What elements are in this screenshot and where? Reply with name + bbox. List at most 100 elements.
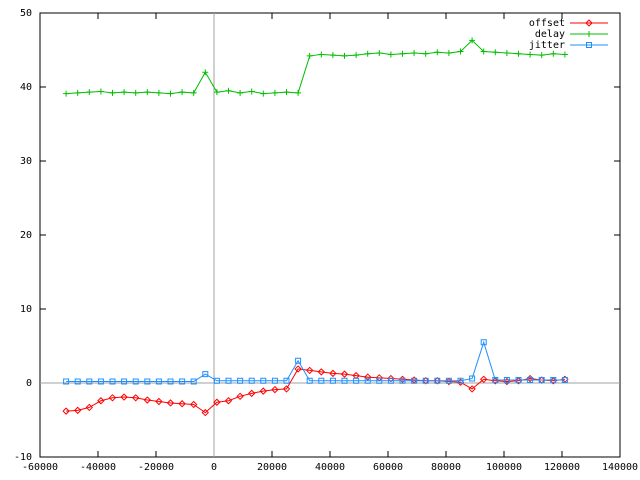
point [515, 377, 522, 384]
point [271, 89, 278, 96]
point [74, 89, 81, 96]
point [225, 377, 232, 384]
y-tick-label: 30 [20, 156, 32, 167]
point [503, 377, 510, 384]
point [538, 52, 545, 59]
point [434, 49, 441, 56]
point [166, 399, 175, 407]
x-tick-label: 60000 [373, 462, 403, 473]
x-tick-label: -20000 [138, 462, 174, 473]
point [305, 366, 314, 375]
point [283, 89, 290, 96]
point [479, 375, 488, 384]
point [282, 385, 291, 393]
point [480, 48, 487, 55]
point [131, 394, 140, 402]
point [468, 385, 476, 393]
x-tick-label: -60000 [22, 462, 58, 473]
y-tick-label: 10 [20, 304, 32, 315]
point [411, 49, 418, 56]
point [457, 377, 464, 384]
point [178, 400, 186, 408]
point [97, 397, 105, 405]
point [469, 37, 476, 44]
point [295, 357, 302, 364]
point [155, 397, 163, 406]
point [387, 377, 394, 384]
x-tick-label: 120000 [544, 462, 580, 473]
point [271, 377, 278, 384]
point [387, 51, 394, 58]
point [190, 378, 197, 385]
point [306, 52, 313, 59]
point [364, 50, 371, 57]
point [329, 52, 336, 59]
point [74, 378, 81, 385]
point [236, 392, 244, 401]
point [527, 51, 534, 58]
point [155, 378, 162, 385]
point [434, 377, 441, 384]
legend-label: offset [529, 18, 565, 29]
point [155, 89, 162, 96]
point [480, 339, 487, 346]
point [224, 397, 233, 405]
point [144, 89, 151, 96]
point [341, 377, 348, 384]
point [132, 89, 139, 96]
point [73, 406, 82, 415]
plot-frame [39, 12, 621, 458]
y-tick-label: -10 [14, 452, 32, 463]
x-tick-label: 0 [211, 462, 217, 473]
point [340, 370, 349, 378]
point [202, 371, 209, 378]
y-tick-label: 40 [20, 82, 32, 93]
series-line [66, 340, 565, 383]
point [561, 377, 568, 384]
point [248, 88, 255, 95]
point [179, 89, 186, 96]
point [283, 377, 290, 384]
point [399, 50, 406, 57]
point [515, 50, 522, 57]
x-tick-label: 80000 [431, 462, 461, 473]
point [445, 49, 452, 56]
point [63, 378, 70, 385]
point [295, 89, 302, 96]
point [121, 89, 128, 96]
point [422, 50, 429, 57]
point [422, 377, 429, 384]
x-tick-label: 40000 [315, 462, 345, 473]
point [213, 377, 220, 384]
point [260, 377, 267, 384]
point [121, 378, 128, 385]
point [237, 377, 244, 384]
point [353, 52, 360, 59]
point [86, 378, 93, 385]
x-tick-label: 140000 [602, 462, 638, 473]
y-tick-label: 20 [20, 230, 32, 241]
point [63, 90, 70, 97]
point [86, 89, 93, 96]
point [503, 49, 510, 56]
point [259, 387, 268, 395]
point [329, 369, 337, 378]
point [363, 373, 372, 381]
point [248, 377, 255, 384]
point [469, 375, 476, 382]
legend-marker [585, 19, 593, 27]
x-tick-label: 20000 [257, 462, 287, 473]
point [190, 89, 197, 96]
point [260, 90, 267, 97]
point [527, 377, 534, 384]
point [97, 88, 104, 95]
point [108, 394, 117, 402]
point [318, 377, 325, 384]
point [271, 385, 279, 394]
point [144, 378, 151, 385]
point [561, 51, 568, 58]
point [120, 393, 128, 401]
point [550, 377, 557, 384]
point [109, 89, 116, 96]
